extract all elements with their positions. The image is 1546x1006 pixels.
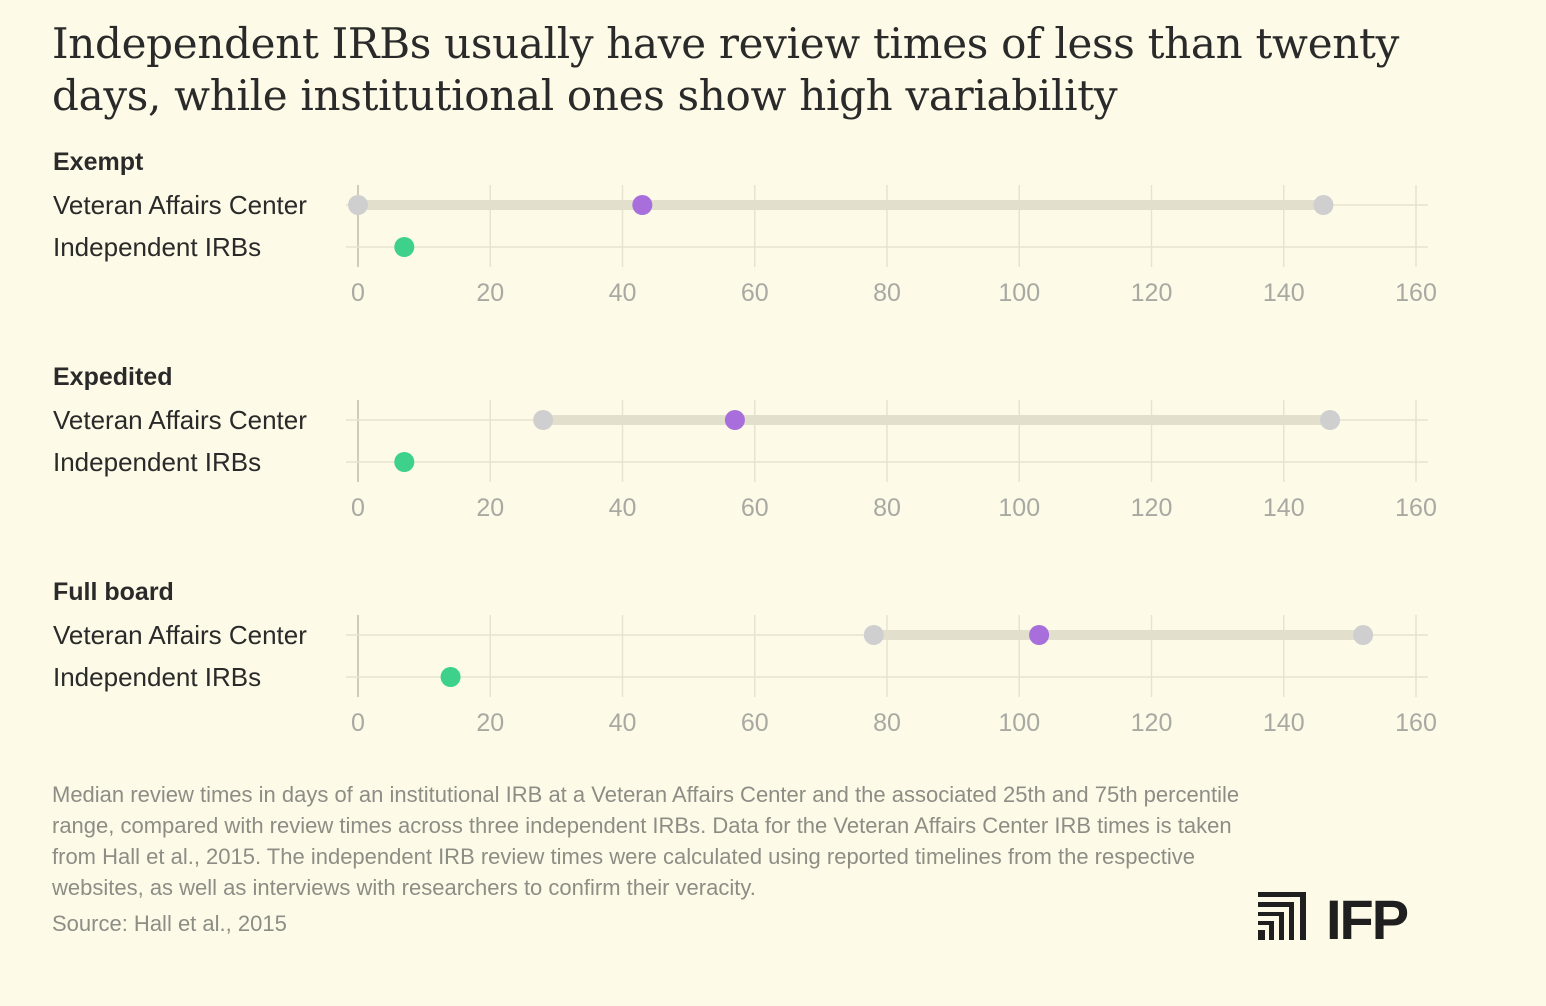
- tick-label: 0: [351, 494, 365, 522]
- dumbbell-charts: Exempt 0 20 40 60 80 100 120 140 160 Veteran Affai…: [53, 148, 1437, 737]
- independent-point: [394, 452, 415, 472]
- p75-point: [1320, 410, 1341, 430]
- panel-title: Full board: [53, 578, 174, 606]
- row-label: Independent IRBs: [53, 447, 261, 477]
- row-label: Veteran Affairs Center: [53, 190, 307, 220]
- ifp-logo-wordmark: IFP: [1326, 889, 1408, 943]
- tick-label: 20: [476, 494, 504, 522]
- chart-title: Independent IRBs usually have review tim…: [52, 19, 1400, 120]
- p25-point: [863, 625, 884, 645]
- ifp-logo-mark-icon: [1258, 892, 1306, 940]
- independent-point: [440, 667, 461, 687]
- tick-label: 40: [609, 279, 637, 307]
- median-point: [632, 195, 653, 215]
- panel-title: Exempt: [53, 148, 144, 176]
- tick-label: 60: [741, 494, 769, 522]
- chart-note: Median review times in days of an instit…: [52, 782, 1240, 900]
- panel-title: Expedited: [53, 363, 172, 391]
- row-label: Independent IRBs: [53, 232, 261, 262]
- tick-label: 40: [609, 709, 637, 737]
- independent-point: [394, 237, 415, 257]
- tick-label: 120: [1131, 279, 1173, 307]
- tick-label: 40: [609, 494, 637, 522]
- p25-point: [533, 410, 554, 430]
- tick-label: 140: [1263, 279, 1305, 307]
- tick-label: 140: [1263, 709, 1305, 737]
- tick-label: 80: [873, 494, 901, 522]
- median-point: [1029, 625, 1050, 645]
- tick-label: 20: [476, 709, 504, 737]
- row-label: Veteran Affairs Center: [53, 405, 307, 435]
- tick-label: 160: [1395, 279, 1437, 307]
- tick-label: 0: [351, 279, 365, 307]
- p75-point: [1313, 195, 1334, 215]
- median-point: [724, 410, 745, 430]
- tick-label: 60: [741, 279, 769, 307]
- tick-label: 80: [873, 709, 901, 737]
- p25-point: [348, 195, 368, 215]
- tick-label: 0: [351, 709, 365, 737]
- tick-label: 140: [1263, 494, 1305, 522]
- tick-label: 120: [1131, 709, 1173, 737]
- tick-label: 80: [873, 279, 901, 307]
- ifp-logo: IFP: [1258, 889, 1410, 943]
- tick-label: 160: [1395, 494, 1437, 522]
- tick-label: 100: [998, 494, 1040, 522]
- row-label: Independent IRBs: [53, 662, 261, 692]
- source-text: Source: Hall et al., 2015: [52, 911, 287, 936]
- tick-label: 60: [741, 709, 769, 737]
- row-label: Veteran Affairs Center: [53, 620, 307, 650]
- tick-label: 20: [476, 279, 504, 307]
- tick-label: 100: [998, 709, 1040, 737]
- tick-label: 160: [1395, 709, 1437, 737]
- p75-point: [1353, 625, 1374, 645]
- tick-label: 120: [1131, 494, 1173, 522]
- tick-label: 100: [998, 279, 1040, 307]
